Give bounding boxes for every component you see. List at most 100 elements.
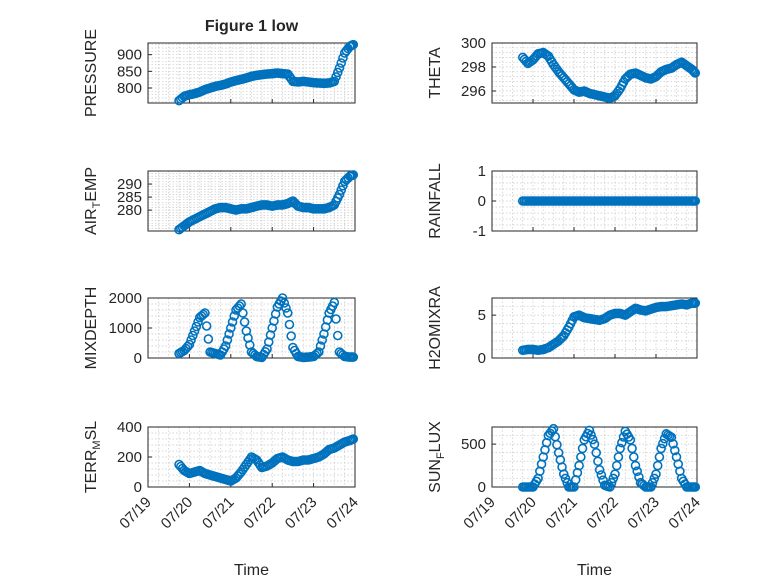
data-point: [652, 460, 663, 471]
data-point: [277, 293, 288, 303]
data-point: [594, 465, 605, 475]
x-tick-label: 07/24: [665, 494, 704, 533]
y-axis-label: AIRTEMP: [83, 167, 103, 235]
axes-border: [491, 426, 698, 488]
y-axis-label: SUNFLUX: [427, 421, 447, 493]
data-point: [610, 469, 620, 479]
data-point: [336, 58, 347, 68]
data-point: [690, 482, 701, 492]
x-tick-label: 07/21: [199, 494, 238, 533]
data-point: [615, 443, 625, 454]
data-point: [334, 189, 345, 200]
data-point: [584, 425, 595, 436]
subplot-rainfall: -1 0 1 RAINFALL: [427, 163, 701, 240]
data-point: [279, 298, 290, 308]
data-point: [587, 434, 598, 445]
subplot-mixdepth: 0 1000 2000 MIXDEPTH: [83, 287, 359, 369]
y-tick-label: 200: [117, 449, 142, 466]
data-point: [576, 452, 586, 462]
data-point: [227, 317, 238, 327]
data-point: [690, 196, 701, 206]
data-point: [574, 460, 584, 471]
data-point: [690, 68, 701, 78]
data-point: [203, 334, 214, 344]
subplot-sun-flux: 0 500 07/19 07/20 07/21 07/22 07/23 07/24 SUNFLU…: [427, 421, 704, 579]
x-tick-label: 07/22: [583, 494, 622, 533]
data-point: [666, 432, 677, 443]
y-axis-label: THETA: [427, 47, 444, 99]
x-tick-label: 07/20: [158, 494, 197, 533]
axes-frame: [147, 170, 356, 232]
x-tick-label: 07/23: [282, 494, 321, 533]
y-tick-label: 400: [117, 419, 142, 436]
data-point: [312, 348, 322, 359]
data-point: [668, 439, 678, 449]
data-point: [625, 435, 636, 445]
data-point: [348, 352, 359, 362]
data-point: [632, 466, 643, 477]
data-point: [630, 460, 641, 471]
x-tick-label: 07/24: [323, 494, 362, 533]
y-tick-label: 300: [461, 35, 486, 52]
y-tick-label: 290: [117, 176, 142, 193]
data-point: [281, 303, 291, 313]
data-point: [188, 330, 198, 341]
subplot-h2omixra: 0 5 H2OMIXRA: [427, 286, 701, 370]
y-axis-label: RAINFALL: [427, 163, 444, 239]
data-point: [348, 39, 359, 50]
data-point: [184, 339, 195, 350]
y-tick-label: 2000: [109, 290, 142, 307]
y-axis-label: PRESSURE: [83, 29, 100, 117]
data-point: [591, 447, 602, 458]
data-point: [586, 430, 596, 440]
data-point: [332, 67, 343, 78]
data-point: [286, 331, 296, 341]
data-point: [189, 326, 200, 336]
y-axis-label: H2OMIXRA: [427, 286, 444, 370]
data-point: [608, 473, 619, 484]
axes-border: [491, 297, 698, 359]
y-tick-label: 0: [134, 350, 142, 367]
data-point: [647, 477, 658, 488]
data-point: [613, 452, 624, 462]
axes-border: [147, 42, 356, 104]
data-point: [348, 170, 359, 180]
data-point: [317, 335, 328, 345]
data-point: [560, 473, 571, 484]
data-point: [226, 323, 236, 333]
data-point: [628, 452, 639, 462]
data-point: [646, 482, 656, 492]
x-tick-label: 07/20: [501, 494, 540, 533]
data-point: [329, 297, 340, 308]
data-point: [596, 470, 607, 480]
data-point: [284, 319, 295, 330]
chart-title: Figure 1 low: [205, 18, 299, 35]
y-tick-label: 296: [461, 83, 486, 100]
data-point: [331, 72, 341, 82]
data-point: [224, 329, 234, 339]
y-tick-label: 500: [461, 436, 486, 453]
x-tick-label: 07/19: [116, 494, 155, 533]
y-tick-label: 0: [134, 479, 142, 496]
data-point: [222, 335, 233, 345]
data-point: [558, 469, 569, 479]
y-tick-label: 850: [117, 63, 142, 80]
data-point: [654, 452, 665, 462]
y-tick-label: 0: [478, 479, 486, 496]
data-point: [589, 439, 600, 449]
data-point: [229, 311, 240, 321]
data-point: [220, 341, 231, 351]
data-point: [348, 434, 359, 444]
y-tick-label: 900: [117, 47, 142, 64]
data-point: [617, 437, 627, 448]
axes-border: [147, 170, 356, 232]
data-point: [627, 443, 637, 454]
y-tick-label: -1: [473, 223, 486, 240]
data-point: [690, 298, 701, 308]
data-point: [200, 308, 210, 318]
data-point: [336, 185, 347, 195]
